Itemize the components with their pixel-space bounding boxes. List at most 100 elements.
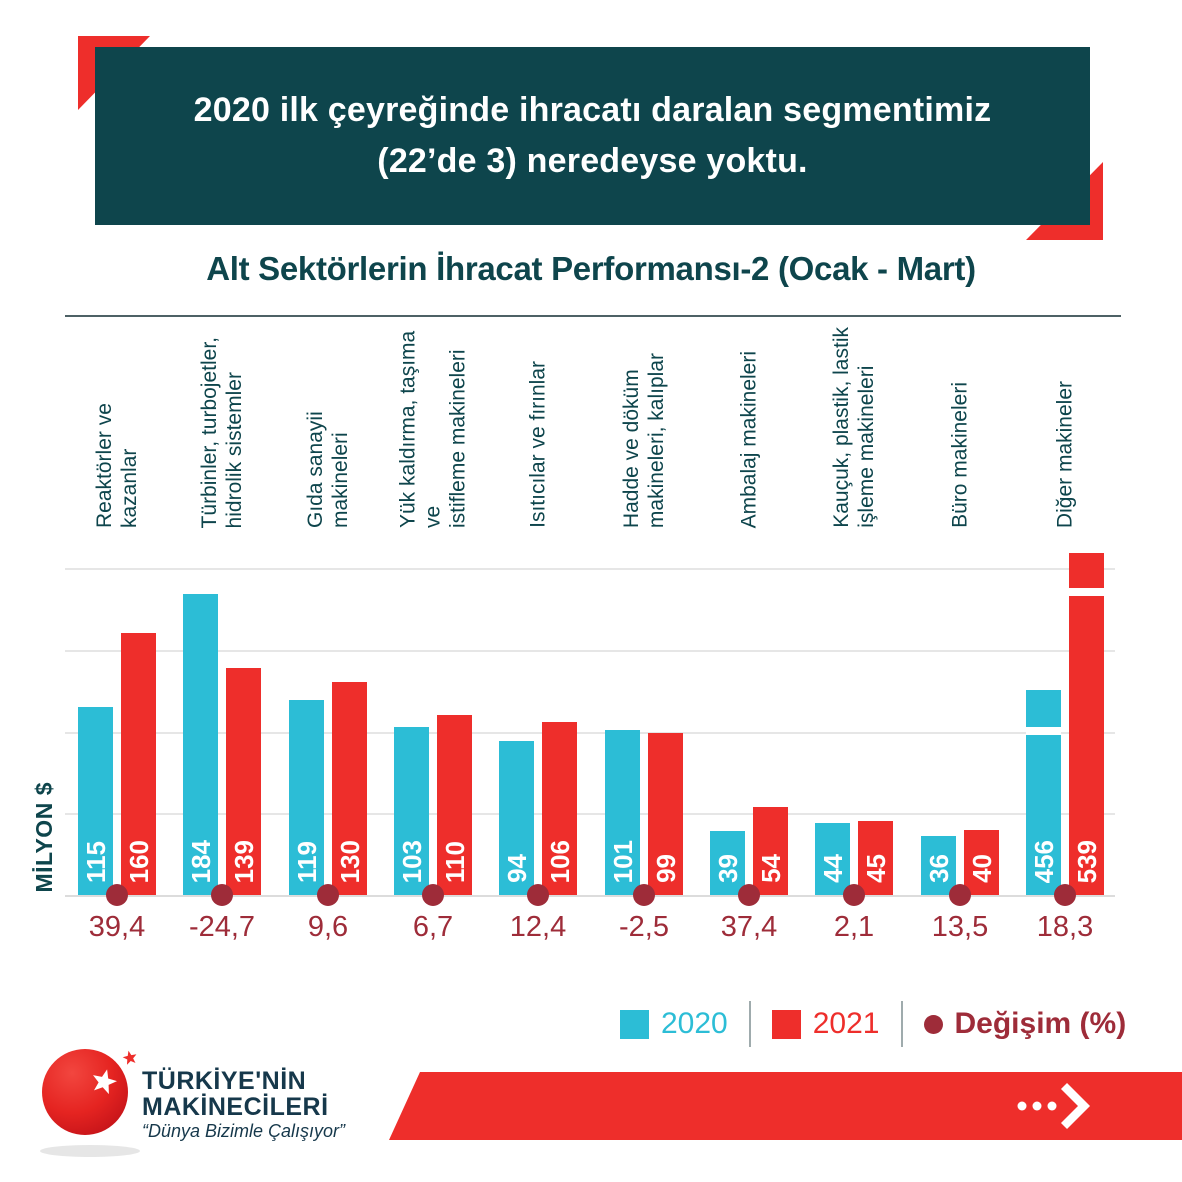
legend-divider — [900, 1001, 903, 1047]
category-label-text: Hadde ve döküm makineleri, kalıplar — [620, 352, 668, 528]
category-label: Ambalaj makineleri — [737, 322, 762, 528]
legend-swatch-circle — [923, 1014, 943, 1034]
bar-2021: 40 — [964, 830, 999, 895]
bar-value-label: 44 — [817, 854, 848, 883]
bar-value-label: 54 — [755, 854, 786, 883]
axis-break-notch — [1069, 588, 1104, 596]
bar-value-label: 40 — [966, 854, 997, 883]
y-axis-unit-label: MİLYON $ — [31, 782, 58, 898]
gridline — [65, 813, 1115, 815]
category-label-text: Ambalaj makineleri — [737, 350, 761, 528]
chart-title: Alt Sektörlerin İhracat Performansı-2 (O… — [206, 250, 976, 287]
bar-value-label: 101 — [607, 839, 638, 883]
change-percent-label: 6,7 — [412, 911, 454, 943]
change-dot — [317, 884, 339, 906]
chart-legend: 2020 2021 Değişim (%) — [620, 1001, 1126, 1047]
change-percent-label: 13,5 — [931, 911, 989, 943]
change-percent-label: 39,4 — [88, 911, 146, 943]
category-label: Yük kaldırma, taşıma ve istifleme makine… — [396, 322, 471, 528]
bar-2020: 119 — [289, 700, 324, 895]
bar-2020: 115 — [78, 707, 113, 895]
category-label: Kauçuk, plastik, lastik işleme makineler… — [829, 322, 879, 528]
red-star-icon — [115, 1043, 143, 1072]
bar-value-label: 184 — [185, 839, 216, 883]
bar-value-label: 110 — [439, 841, 470, 883]
bar-2021: 110 — [437, 715, 472, 895]
category-label-text: Isıtıcılar ve fırınlar — [526, 361, 550, 528]
category-label: Gıda sanayii makineleri — [303, 322, 353, 528]
change-dot — [211, 884, 233, 906]
change-percent-label: 9,6 — [307, 911, 349, 943]
bar-2021: 539 — [1069, 553, 1104, 895]
bar-value-label: 160 — [123, 839, 154, 883]
bar-value-label: 130 — [334, 839, 365, 883]
bar-value-label: 106 — [544, 839, 575, 883]
change-percent-label: -2,5 — [619, 911, 669, 943]
category-label-text: Kauçuk, plastik, lastik işleme makineler… — [830, 327, 878, 528]
legend-divider — [748, 1001, 751, 1047]
change-percent-label: -24,7 — [188, 911, 256, 943]
category-label: Hadde ve döküm makineleri, kalıplar — [619, 322, 669, 528]
white-star-icon — [93, 1069, 117, 1095]
change-dot — [106, 884, 128, 906]
ellipsis-chevron-icon — [1017, 1082, 1091, 1130]
bar-2020: 94 — [499, 741, 534, 895]
brand-name-line-1: TÜRKİYE'NİN — [142, 1067, 307, 1095]
bar-value-label: 94 — [501, 854, 532, 883]
bar-value-label: 99 — [650, 854, 681, 883]
category-label: Türbinler, turbojetler, hidrolik sisteml… — [197, 322, 247, 528]
bar-2021: 130 — [332, 682, 367, 895]
legend-swatch-square — [771, 1009, 801, 1039]
change-dot — [422, 884, 444, 906]
bar-2021: 160 — [121, 633, 156, 895]
change-percent-label: 37,4 — [720, 911, 778, 943]
bar-value-label: 45 — [860, 854, 891, 883]
headline-line-1: 2020 ilk çeyreğinde ihracatı daralan seg… — [193, 91, 992, 129]
change-percent-label: 12,4 — [509, 911, 567, 943]
bar-2021: 99 — [648, 733, 683, 895]
category-label: Isıtıcılar ve fırınlar — [526, 322, 551, 528]
bar-2020: 36 — [921, 836, 956, 895]
bar-2021: 45 — [858, 821, 893, 895]
category-label-text: Büro makineleri — [948, 382, 972, 528]
gridline — [65, 732, 1115, 734]
change-dot — [843, 884, 865, 906]
gridline — [65, 568, 1115, 570]
legend-swatch-square — [620, 1009, 649, 1039]
legend-label: 2020 — [661, 1007, 728, 1040]
change-percent-label: 2,1 — [833, 911, 875, 943]
logo-shadow — [40, 1145, 140, 1157]
bar-value-label: 103 — [396, 839, 427, 883]
category-label-text: Diğer makineler — [1053, 380, 1077, 528]
category-label-text: Reaktörler ve kazanlar — [93, 403, 141, 528]
next-arrow-button[interactable] — [1005, 1080, 1105, 1132]
headline-line-2: (22’de 3) neredeyse yoktu. — [377, 142, 808, 180]
brand-tagline: “Dünya Bizimle Çalışıyor” — [142, 1121, 346, 1141]
bar-value-label: 39 — [712, 854, 743, 883]
category-label-text: Yük kaldırma, taşıma ve istifleme makine… — [396, 330, 470, 528]
bar-2020: 456 — [1026, 690, 1061, 895]
bar-value-label: 115 — [80, 841, 111, 883]
change-dot — [1054, 884, 1076, 906]
category-label: Büro makineleri — [948, 322, 973, 528]
category-label-text: Gıda sanayii makineleri — [304, 411, 352, 528]
bar-2020: 103 — [394, 727, 429, 895]
legend-label: Değişim (%) — [954, 1007, 1127, 1040]
change-dot — [633, 884, 655, 906]
bar-2020: 184 — [183, 594, 218, 895]
brand-name-line-2: MAKİNECİLERİ — [142, 1093, 329, 1121]
logo-sphere — [42, 1049, 128, 1135]
legend-label: 2021 — [812, 1007, 880, 1040]
category-axis-rule — [65, 315, 1121, 317]
change-dot — [527, 884, 549, 906]
category-label-text: Türbinler, turbojetler, hidrolik sisteml… — [198, 336, 246, 528]
category-label: Reaktörler ve kazanlar — [92, 322, 142, 528]
bar-2020: 44 — [815, 823, 850, 895]
bar-2021: 54 — [753, 807, 788, 895]
bar-value-label: 36 — [923, 854, 954, 883]
bar-value-label: 539 — [1071, 839, 1102, 883]
bar-2021: 139 — [226, 668, 261, 895]
bar-2020: 39 — [710, 831, 745, 895]
y-axis-unit-text: MİLYON $ — [31, 782, 57, 893]
